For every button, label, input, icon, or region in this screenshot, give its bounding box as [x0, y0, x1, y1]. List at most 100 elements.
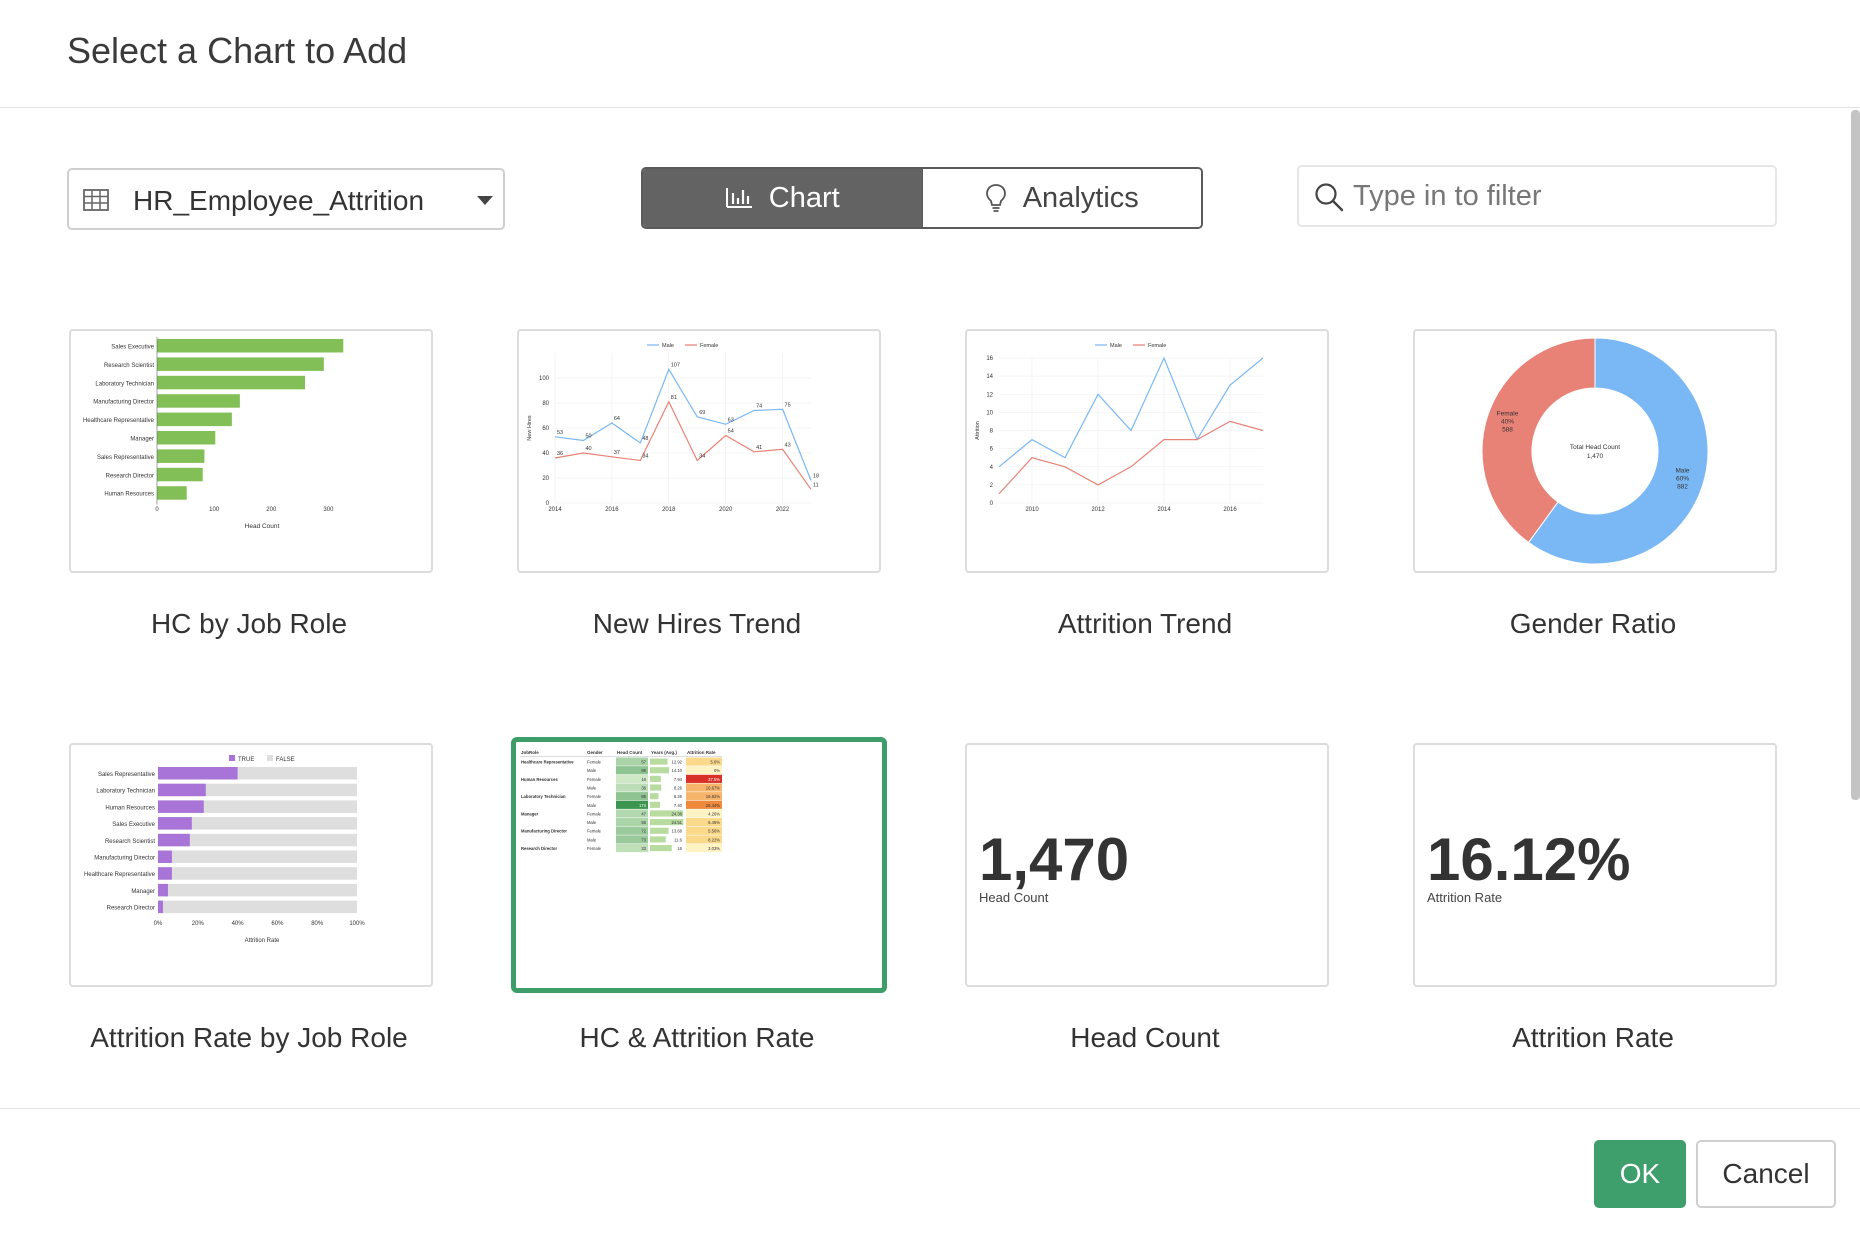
table-cell-headcount: 57: [641, 760, 646, 765]
category-label: Research Director: [107, 906, 155, 912]
bar-true: [158, 800, 204, 813]
table-cell-headcount: 72: [641, 829, 646, 834]
tick-label: 2012: [1091, 507, 1105, 513]
table-cell-years: 13.68: [672, 829, 683, 834]
table-cell-databar: [650, 801, 661, 808]
table-cell-attrition: 37.5%: [708, 777, 720, 782]
tab-chart[interactable]: Chart: [643, 169, 922, 227]
tick-label: 6: [990, 447, 994, 453]
tick-label: 80: [542, 401, 549, 407]
chart-card-head-count[interactable]: 1,470 Head Count: [965, 743, 1329, 987]
table-cell-bg: [686, 818, 722, 827]
table-cell-gender: Male: [587, 785, 597, 790]
table-cell-headcount: 33: [641, 846, 646, 851]
tick-label: 10: [986, 410, 993, 416]
data-label: 18: [813, 474, 819, 480]
scrollbar[interactable]: [1851, 110, 1860, 800]
search-icon: [1315, 183, 1344, 212]
table-cell-headcount: 47: [641, 811, 646, 816]
chart-card-hc-by-job-role[interactable]: Sales Executive Research Scientist Laborat…: [69, 329, 433, 573]
table-cell-bg: [616, 844, 648, 853]
axis-label: Attrition: [975, 421, 981, 440]
table-cell-attrition: 8.22%: [708, 837, 720, 842]
table-cell-years: 16: [677, 846, 682, 851]
kpi-attrition-rate-caption: Attrition Rate: [1427, 890, 1503, 905]
table-cell-bg: [686, 809, 722, 818]
tick-label: 20: [542, 476, 549, 482]
data-label: 81: [671, 395, 677, 401]
table-cell-bg: [616, 818, 648, 827]
table-cell-years: 24.51: [672, 820, 683, 825]
bar-false: [158, 800, 357, 813]
bar-false: [158, 850, 357, 863]
tick-label: 2014: [548, 507, 562, 513]
table-cell-databar: [650, 819, 684, 826]
tick-label: 60: [542, 426, 549, 432]
data-label: 41: [756, 445, 762, 451]
tick-label: 16: [986, 356, 993, 362]
tick-label: 0: [990, 501, 994, 507]
center-value: 1,470: [1587, 453, 1604, 460]
attrition-trend-chart: 0 2 4 6 8 10 12 14 16 2010 2012 2014 2016 Male Female A…: [975, 343, 1264, 513]
attrition-rate-by-job-role-chart: Sales Representative Laboratory Technicia…: [84, 755, 365, 944]
table-cell-gender: Female: [587, 760, 602, 765]
slice-label: 882: [1677, 483, 1688, 490]
chart-card-label: Gender Ratio: [1509, 608, 1677, 639]
series-line-female: [998, 420, 1264, 495]
tick-label: 4: [990, 465, 994, 471]
chart-card-label: Head Count: [1070, 1022, 1220, 1053]
tick-label: 300: [323, 507, 334, 513]
tick-label: 14: [986, 374, 993, 380]
legend-label: Female: [700, 343, 718, 349]
chart-card-attrition-rate[interactable]: 16.12% Attrition Rate: [1413, 743, 1777, 987]
chart-card-gender-ratio[interactable]: Male 60% 882 Female 40% 588 Total Head Count 1,…: [1413, 329, 1777, 573]
table-header: Head Count: [617, 750, 643, 755]
table-cell-databar: [650, 767, 670, 774]
table-cell-attrition: 5.45%: [708, 820, 720, 825]
table-cell-bg: [616, 766, 648, 775]
table-cell-attrition: 0%: [714, 768, 720, 773]
bar-true: [158, 850, 172, 863]
axis-label: Attrition Rate: [245, 938, 280, 944]
chart-card-attrition-trend[interactable]: 0 2 4 6 8 10 12 14 16 2010 2012 2014 2016 Male Female A…: [965, 329, 1329, 573]
legend-label: Male: [662, 343, 674, 349]
axis-label: New Hires: [527, 415, 533, 441]
table-cell-jobrole: Manufacturing Director: [521, 829, 567, 834]
table-cell-attrition: 4.26%: [708, 811, 720, 816]
tab-analytics[interactable]: Analytics: [921, 169, 1201, 227]
data-label: 34: [642, 454, 648, 460]
bar-false: [158, 883, 357, 897]
table-cell-gender: Male: [587, 837, 597, 842]
tick-label: 200: [266, 507, 277, 513]
filter-input[interactable]: [1353, 175, 1753, 217]
series-line-male: [998, 356, 1264, 468]
table-cell-gender: Female: [587, 811, 602, 816]
table-cell-attrition: 16.82%: [706, 794, 720, 799]
bar-true: [158, 783, 206, 797]
table-cell-jobrole: Manager: [521, 811, 539, 816]
bar-true: [158, 833, 190, 847]
data-label: 74: [756, 404, 762, 410]
cancel-button[interactable]: Cancel: [1696, 1140, 1836, 1208]
pie-slice-female: [1481, 337, 1596, 544]
lightbulb-icon: [985, 184, 1006, 212]
table-cell-bg: [616, 792, 648, 801]
data-label: 43: [785, 442, 791, 448]
dialog-footer: [0, 1108, 1860, 1235]
bar: [157, 431, 216, 445]
table-cell-attrition: 5.56%: [708, 829, 720, 834]
tick-label: 0%: [154, 921, 163, 927]
tick-label: 2022: [776, 507, 790, 513]
chart-card-attrition-rate-by-job-role[interactable]: Sales Representative Laboratory Technicia…: [69, 743, 433, 987]
chart-card-new-hires-trend[interactable]: 0 20 40 60 80 100 2014 2016 2018 2020 2022 53 50 64 48…: [517, 329, 881, 573]
chart-card-hc-attrition-rate[interactable]: JobRole Gender Head Count Years (Avg.) Attri…: [511, 737, 887, 993]
tick-label: 100: [539, 376, 550, 382]
ok-button[interactable]: OK: [1594, 1140, 1686, 1208]
legend-label: Male: [1110, 343, 1122, 349]
category-label: Manufacturing Director: [94, 856, 155, 862]
table-cell-jobrole: Research Director: [521, 846, 557, 851]
table-cell-gender: Male: [587, 768, 597, 773]
table-cell-headcount: 73: [641, 837, 646, 842]
datasource-dropdown[interactable]: HR_Employee_Attrition: [67, 168, 505, 230]
